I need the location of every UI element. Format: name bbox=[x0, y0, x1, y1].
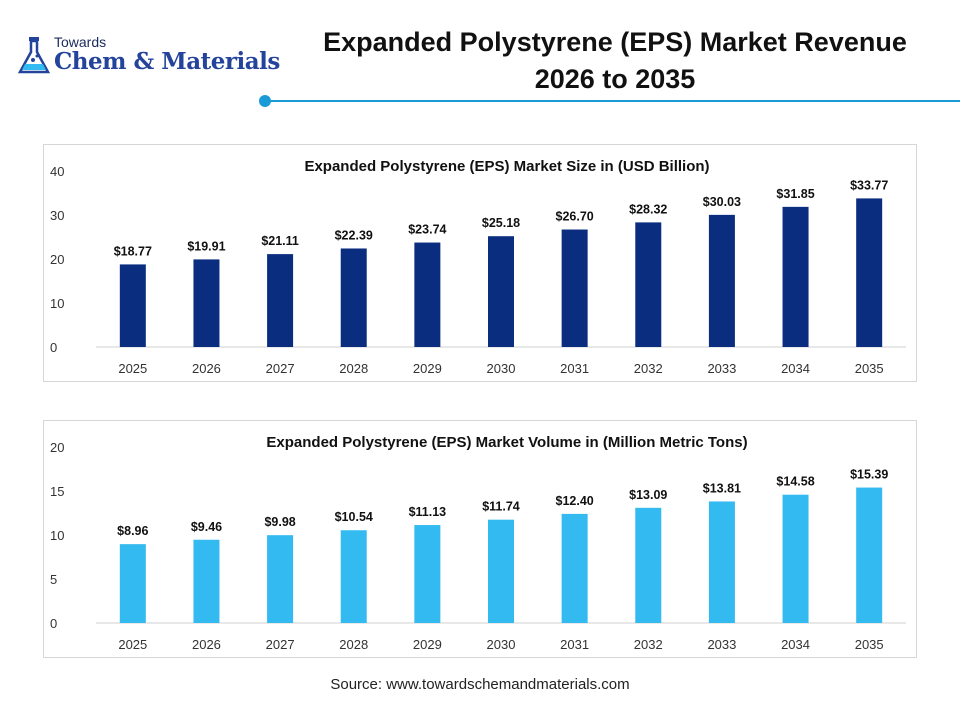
y-tick-label: 5 bbox=[50, 572, 57, 587]
x-tick-label: 2031 bbox=[560, 637, 589, 652]
x-tick-label: 2035 bbox=[855, 637, 884, 652]
data-label-2025: $8.96 bbox=[117, 524, 148, 538]
y-tick-label: 20 bbox=[50, 440, 64, 455]
x-tick-label: 2033 bbox=[707, 361, 736, 376]
data-label-2029: $11.13 bbox=[409, 505, 447, 519]
bar-2031 bbox=[561, 513, 588, 623]
data-label-2031: $12.40 bbox=[556, 494, 594, 508]
data-label-2025: $18.77 bbox=[114, 244, 152, 258]
y-tick-label: 10 bbox=[50, 296, 64, 311]
x-tick-label: 2025 bbox=[118, 637, 147, 652]
data-label-2028: $22.39 bbox=[335, 228, 373, 242]
x-tick-label: 2032 bbox=[634, 637, 663, 652]
x-tick-label: 2026 bbox=[192, 361, 221, 376]
data-label-2031: $26.70 bbox=[556, 210, 594, 224]
data-label-2028: $10.54 bbox=[335, 510, 373, 524]
bar-2031 bbox=[561, 229, 588, 347]
bar-2025 bbox=[119, 264, 146, 347]
data-label-2034: $14.58 bbox=[776, 475, 814, 489]
y-tick-label: 0 bbox=[50, 616, 57, 631]
x-tick-label: 2029 bbox=[413, 361, 442, 376]
chart-title: Expanded Polystyrene (EPS) Market Size i… bbox=[304, 158, 709, 175]
x-tick-label: 2027 bbox=[266, 637, 295, 652]
x-tick-label: 2035 bbox=[855, 361, 884, 376]
bar-2026 bbox=[193, 259, 220, 347]
revenue-chart-panel: Expanded Polystyrene (EPS) Market Size i… bbox=[43, 144, 917, 382]
y-tick-label: 15 bbox=[50, 484, 64, 499]
y-tick-label: 20 bbox=[50, 252, 64, 267]
x-tick-label: 2034 bbox=[781, 637, 810, 652]
bar-2029 bbox=[414, 525, 441, 623]
chart-title: Expanded Polystyrene (EPS) Market Volume… bbox=[266, 434, 747, 451]
y-tick-label: 0 bbox=[50, 340, 57, 355]
x-tick-label: 2029 bbox=[413, 637, 442, 652]
bar-2035 bbox=[856, 487, 883, 623]
x-tick-label: 2030 bbox=[487, 637, 516, 652]
data-label-2029: $23.74 bbox=[408, 223, 446, 237]
logo-main-text: Chem & Materials bbox=[54, 48, 280, 75]
data-label-2033: $30.03 bbox=[703, 195, 741, 209]
data-label-2032: $28.32 bbox=[629, 202, 667, 216]
data-label-2035: $15.39 bbox=[850, 468, 888, 482]
data-label-2027: $9.98 bbox=[264, 515, 295, 529]
x-tick-label: 2032 bbox=[634, 361, 663, 376]
data-label-2026: $19.91 bbox=[187, 239, 225, 253]
x-tick-label: 2028 bbox=[339, 361, 368, 376]
data-label-2030: $11.74 bbox=[482, 500, 520, 514]
logo-top-text: Towards bbox=[54, 34, 107, 50]
data-label-2030: $25.18 bbox=[482, 216, 520, 230]
bar-2025 bbox=[119, 544, 146, 623]
bar-2033 bbox=[708, 501, 735, 623]
y-tick-label: 40 bbox=[50, 164, 64, 179]
bar-2032 bbox=[635, 507, 662, 623]
bar-2034 bbox=[782, 206, 809, 347]
data-label-2026: $9.46 bbox=[191, 520, 222, 534]
page-title: Expanded Polystyrene (EPS) Market Revenu… bbox=[270, 24, 960, 98]
x-tick-label: 2030 bbox=[487, 361, 516, 376]
y-tick-label: 10 bbox=[50, 528, 64, 543]
x-tick-label: 2027 bbox=[266, 361, 295, 376]
data-label-2027: $21.11 bbox=[261, 234, 299, 248]
x-tick-label: 2025 bbox=[118, 361, 147, 376]
flask-icon bbox=[17, 37, 51, 74]
bar-2030 bbox=[488, 236, 514, 347]
x-tick-label: 2028 bbox=[339, 637, 368, 652]
revenue-bar-chart: Expanded Polystyrene (EPS) Market Size i… bbox=[50, 158, 906, 376]
volume-chart-panel: Expanded Polystyrene (EPS) Market Volume… bbox=[43, 420, 917, 658]
title-line-1: Expanded Polystyrene (EPS) Market Revenu… bbox=[323, 27, 907, 57]
bar-2026 bbox=[193, 539, 220, 623]
bar-2033 bbox=[708, 214, 735, 347]
data-label-2032: $13.09 bbox=[629, 488, 667, 502]
x-tick-label: 2033 bbox=[707, 637, 736, 652]
x-tick-label: 2026 bbox=[192, 637, 221, 652]
brand-logo: Towards Chem & Materials bbox=[14, 34, 280, 78]
bar-2035 bbox=[856, 198, 883, 347]
volume-bar-chart: Expanded Polystyrene (EPS) Market Volume… bbox=[50, 434, 906, 652]
bar-2029 bbox=[414, 242, 441, 347]
title-rule bbox=[266, 100, 960, 102]
bar-2032 bbox=[635, 222, 662, 347]
bar-2028 bbox=[340, 530, 367, 623]
bar-2027 bbox=[267, 535, 294, 623]
bar-2027 bbox=[267, 254, 294, 347]
data-label-2034: $31.85 bbox=[776, 187, 814, 201]
data-label-2035: $33.77 bbox=[850, 178, 888, 192]
title-rule-dot bbox=[259, 95, 271, 107]
x-tick-label: 2031 bbox=[560, 361, 589, 376]
data-label-2033: $13.81 bbox=[703, 481, 741, 495]
y-tick-label: 30 bbox=[50, 208, 64, 223]
source-note: Source: www.towardschemandmaterials.com bbox=[330, 676, 630, 693]
bar-2030 bbox=[488, 519, 514, 623]
x-tick-label: 2034 bbox=[781, 361, 810, 376]
bar-2034 bbox=[782, 494, 809, 623]
bar-2028 bbox=[340, 248, 367, 347]
title-line-2: 2026 to 2035 bbox=[534, 64, 696, 94]
